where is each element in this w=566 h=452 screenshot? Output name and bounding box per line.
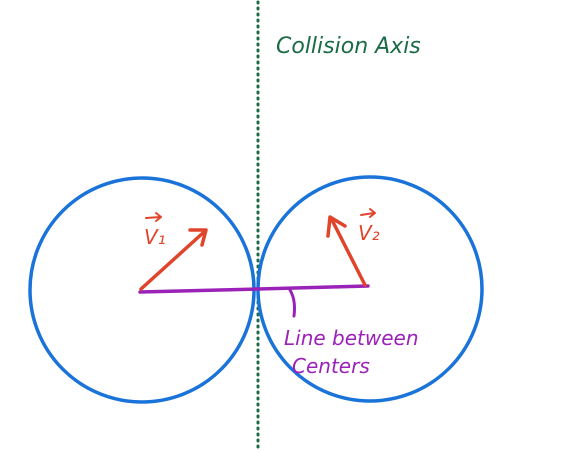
v1-label: V₁ xyxy=(144,225,166,249)
v2-vector xyxy=(326,215,367,287)
v2-label: V₂ xyxy=(358,221,380,245)
centers-label-line2: Centers xyxy=(292,354,370,378)
centers-line xyxy=(138,284,370,294)
v1-label-group: V₁ xyxy=(144,212,166,249)
centers-line-pointer xyxy=(288,288,296,318)
v2-label-group: V₂ xyxy=(358,208,380,245)
v1-arrow-mark xyxy=(145,212,162,222)
v1-vector xyxy=(139,228,208,291)
v2-arrow-mark xyxy=(360,208,376,218)
collision-axis-label: Collision Axis xyxy=(276,34,421,59)
centers-label-line1: Line between xyxy=(284,326,419,350)
